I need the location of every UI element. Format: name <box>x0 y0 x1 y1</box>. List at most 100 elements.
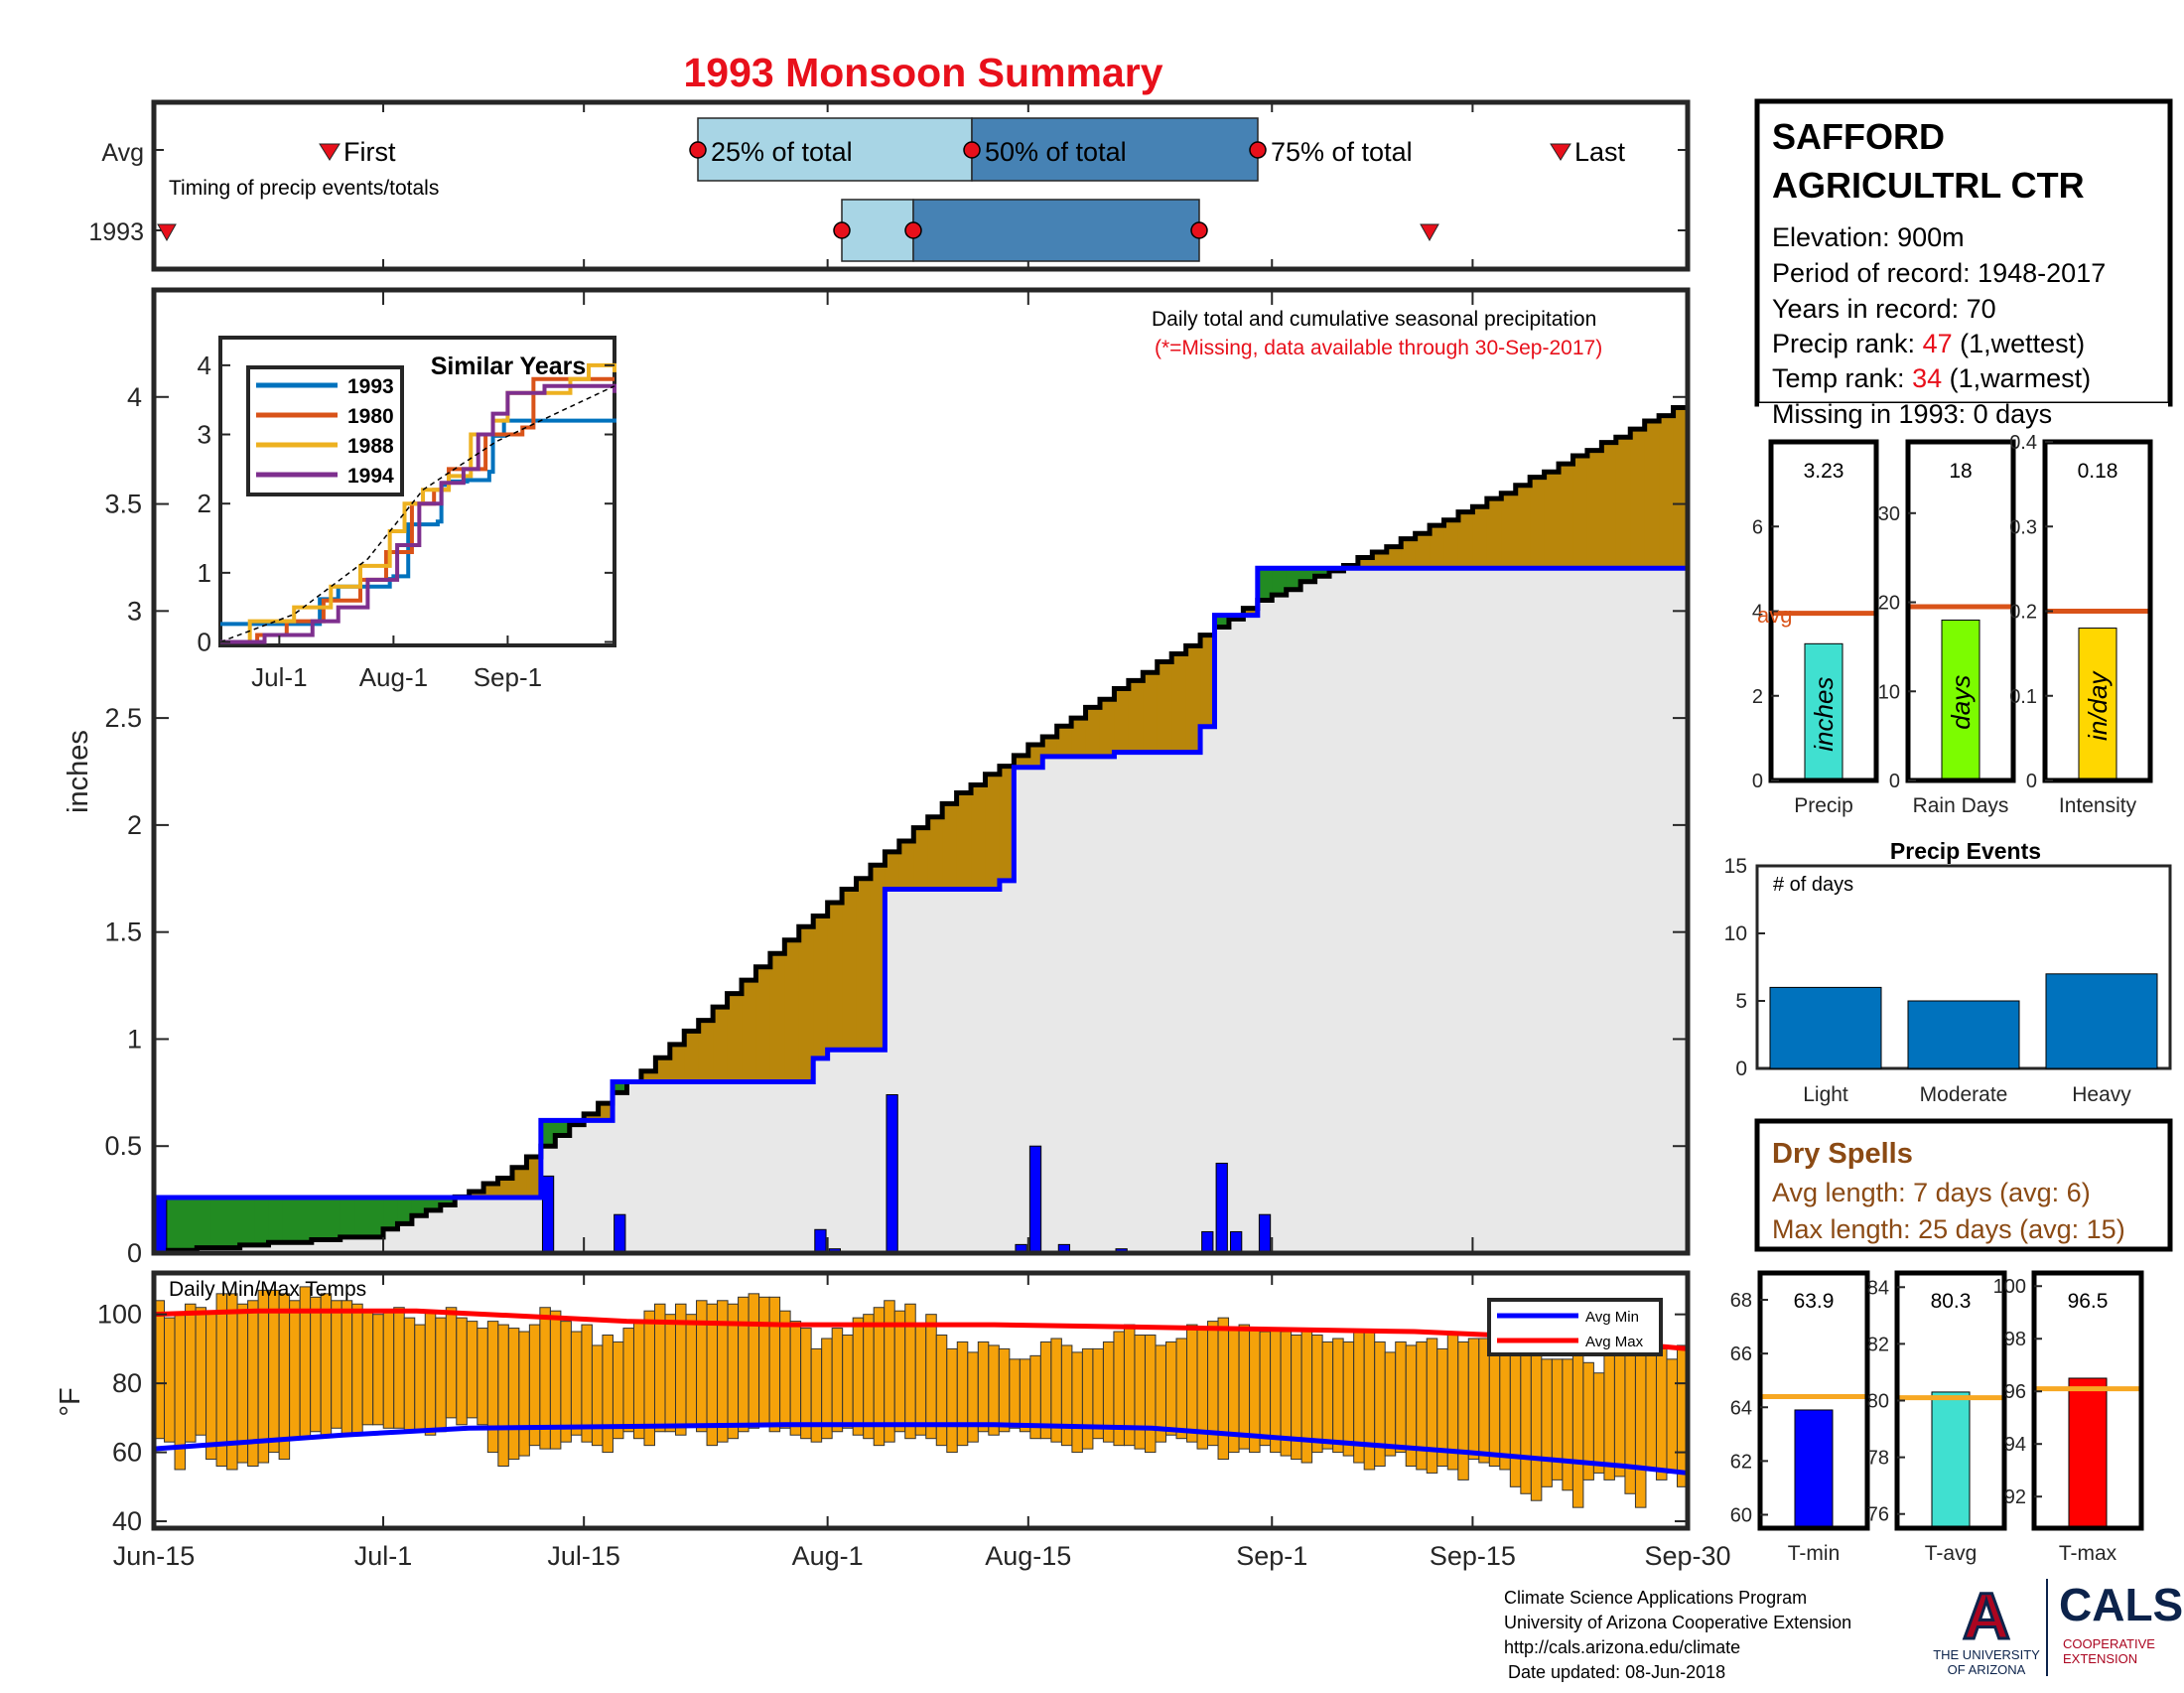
avg-last-label: Last <box>1574 137 1626 167</box>
cals-logo-text: CALS <box>2059 1579 2183 1630</box>
deficit-fill <box>1243 608 1259 616</box>
deficit-fill <box>956 792 972 890</box>
surplus-fill <box>326 1197 341 1240</box>
cumulative-base-fill <box>239 1244 255 1253</box>
cumulative-base-fill <box>870 1050 887 1253</box>
temp-range-bar <box>341 1300 353 1436</box>
cumulative-base-fill <box>383 1228 399 1253</box>
events-category-2: Heavy <box>2072 1083 2131 1106</box>
surplus-fill <box>340 1197 355 1237</box>
year-box-25-50 <box>841 199 914 262</box>
temp-range-bar <box>1060 1344 1073 1447</box>
cumulative-base-fill <box>640 1081 656 1253</box>
temp-range-bar <box>257 1289 270 1464</box>
deficit-fill <box>1559 464 1574 569</box>
temp-range-bar <box>1363 1331 1376 1471</box>
temp-range-bar <box>164 1317 176 1443</box>
surplus-fill <box>1257 568 1273 601</box>
cumulative-base-fill <box>1314 576 1330 1253</box>
footer-credits: Climate Science Applications Program Uni… <box>1504 1588 1851 1682</box>
tstat-ytick-label: 76 <box>1867 1504 1889 1526</box>
tstat-ytick-label: 98 <box>2004 1329 2026 1350</box>
cumulative-base-fill <box>254 1244 270 1253</box>
stat-ytick-label: 0.1 <box>2009 686 2037 708</box>
temp-range-bar <box>1613 1338 1626 1478</box>
temp-ytick-label: 40 <box>112 1506 142 1536</box>
deficit-fill <box>1430 525 1445 569</box>
temp-range-bar <box>1311 1335 1323 1454</box>
legend-avg-max-label: Avg Max <box>1585 1334 1644 1350</box>
temp-range-bar <box>1541 1358 1553 1487</box>
cumulative-base-fill <box>827 1050 843 1253</box>
temp-range-bar <box>268 1289 280 1454</box>
cumulative-base-fill <box>1114 752 1130 1253</box>
stat-ytick-label: 0.2 <box>2009 602 2037 624</box>
temp-range-bar <box>331 1300 342 1429</box>
inset-avg-dashed <box>219 385 615 643</box>
deficit-fill <box>813 916 829 1058</box>
deficit-fill <box>497 1178 513 1198</box>
surplus-fill <box>354 1197 370 1237</box>
timing-panel: Avg 1993 First 25% of total 50% of total… <box>88 99 1691 272</box>
legend-label-1994: 1994 <box>347 465 394 488</box>
surplus-fill <box>426 1197 442 1210</box>
temp-range-bar <box>1488 1347 1501 1467</box>
cumulative-base-fill <box>755 1081 771 1253</box>
temp-range-bar <box>518 1331 530 1457</box>
inset-series-1994 <box>220 383 616 644</box>
date-tick-label: Aug-15 <box>985 1541 1071 1571</box>
deficit-fill <box>511 1167 528 1198</box>
temp-range-bar <box>1081 1347 1094 1450</box>
tstat-ytick-label: 84 <box>1867 1277 1889 1299</box>
cumulative-base-fill <box>1143 752 1159 1253</box>
cumulative-base-fill <box>598 1120 614 1253</box>
deficit-fill <box>827 903 843 1051</box>
timing-note: Timing of precip events/totals <box>169 177 439 200</box>
tstat-ytick-label: 96 <box>2004 1381 2026 1403</box>
legend-label-1993: 1993 <box>347 375 394 398</box>
precip-ylabel: inches <box>63 730 94 813</box>
cumulative-base-fill <box>1185 752 1201 1253</box>
surplus-fill <box>239 1197 255 1245</box>
footer-line-4: Date updated: 08-Jun-2018 <box>1508 1662 1725 1682</box>
temp-range-bar <box>1645 1344 1657 1471</box>
cumulative-base-fill <box>1272 595 1288 1253</box>
cumulative-base-fill <box>197 1247 212 1253</box>
temp-range-bar <box>486 1321 499 1454</box>
cumulative-base-fill <box>1099 756 1116 1253</box>
temp-range-bar <box>988 1344 1000 1436</box>
cumulative-base-fill <box>584 1120 600 1253</box>
cumulative-base-fill <box>511 1197 528 1253</box>
deficit-fill <box>1472 506 1488 569</box>
surplus-fill <box>1272 568 1288 596</box>
temp-range-bar <box>1071 1351 1083 1454</box>
precip-chart-title: Daily total and cumulative seasonal prec… <box>1152 308 1596 331</box>
cumulative-base-fill <box>411 1215 427 1253</box>
temp-range-bar <box>977 1340 990 1433</box>
temp-range-bar <box>664 1314 677 1433</box>
temp-range-bar <box>570 1331 583 1436</box>
temp-range-bar <box>591 1344 604 1447</box>
daily-precip-bar <box>1230 1230 1243 1254</box>
cumulative-base-fill <box>210 1247 226 1253</box>
temp-range-bar <box>946 1347 958 1454</box>
temp-range-bar <box>1478 1338 1490 1464</box>
temp-range-bar <box>1144 1335 1157 1454</box>
station-elevation: Elevation: 900m <box>1772 222 1965 252</box>
cals-logo-line-2: EXTENSION <box>2063 1651 2137 1666</box>
legend-avg-min-label: Avg Min <box>1585 1309 1639 1326</box>
cumulative-base-fill <box>999 880 1015 1253</box>
surplus-fill <box>254 1197 270 1245</box>
temp-range-bar <box>1207 1321 1219 1447</box>
surplus-fill <box>311 1197 327 1240</box>
deficit-fill <box>842 889 858 1051</box>
daily-precip-bar <box>814 1228 827 1254</box>
tstat-ytick-label: 62 <box>1730 1451 1752 1473</box>
inset-plot: 0 1 2 3 4 Jul-1 Aug-1 Sep-1 <box>198 351 616 692</box>
temp-range-bar <box>1562 1358 1573 1491</box>
avg-p75-label: 75% of total <box>1271 137 1413 167</box>
surplus-fill <box>1314 568 1330 577</box>
temp-legend: Avg Min Avg Max <box>1487 1298 1663 1356</box>
ua-logo-line-1: THE UNIVERSITY <box>1933 1647 2040 1662</box>
